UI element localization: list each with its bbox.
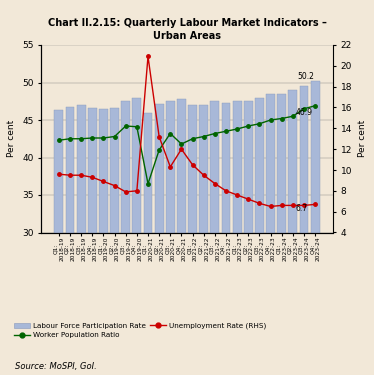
Bar	[233, 101, 242, 375]
Bar	[266, 94, 275, 375]
Bar	[155, 104, 163, 375]
Bar	[177, 99, 186, 375]
Title: Chart II.2.15: Quarterly Labour Market Indicators –
Urban Areas: Chart II.2.15: Quarterly Labour Market I…	[47, 18, 327, 42]
Bar	[77, 105, 86, 375]
Bar	[255, 98, 264, 375]
Y-axis label: Per cent: Per cent	[7, 120, 16, 158]
Bar	[88, 108, 97, 375]
Bar	[199, 105, 208, 375]
Bar	[277, 94, 286, 375]
Bar	[244, 101, 253, 375]
Text: 6.7: 6.7	[296, 204, 308, 213]
Bar	[166, 101, 175, 375]
Bar	[311, 81, 320, 375]
Bar	[221, 103, 230, 375]
Bar	[121, 101, 130, 375]
Bar	[110, 108, 119, 375]
Bar	[188, 105, 197, 375]
Y-axis label: Per cent: Per cent	[358, 120, 367, 158]
Bar	[54, 110, 63, 375]
Bar	[65, 106, 74, 375]
Legend: Labour Force Participation Rate, Worker Population Ratio, Unemployment Rate (RHS: Labour Force Participation Rate, Worker …	[11, 320, 269, 341]
Bar	[300, 86, 309, 375]
Text: Source: MoSPI, GoI.: Source: MoSPI, GoI.	[15, 362, 97, 371]
Bar	[99, 109, 108, 375]
Bar	[132, 98, 141, 375]
Bar	[211, 101, 219, 375]
Text: 46.9: 46.9	[295, 108, 313, 117]
Text: 50.2: 50.2	[298, 72, 315, 81]
Bar	[288, 90, 297, 375]
Bar	[144, 112, 153, 375]
